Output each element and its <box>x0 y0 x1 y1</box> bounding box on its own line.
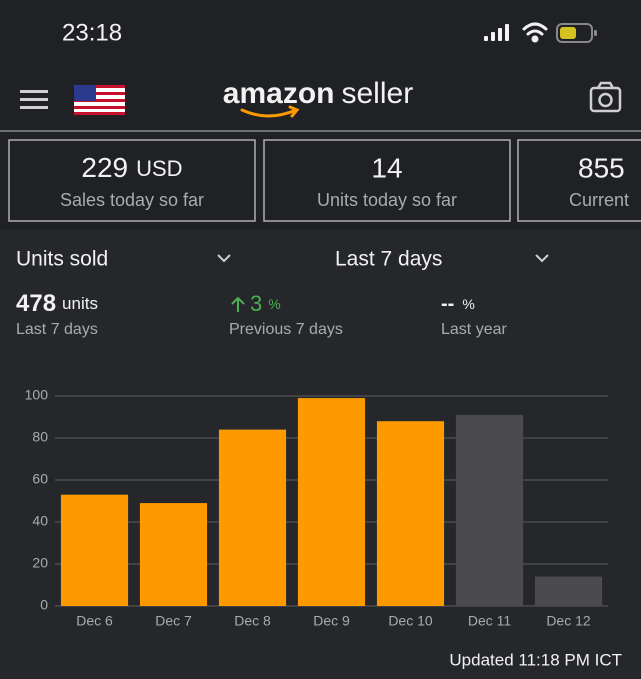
stat-label: Last year <box>441 321 507 338</box>
metric-dropdown[interactable]: Units sold <box>16 248 231 271</box>
camera-button[interactable] <box>589 81 622 113</box>
x-tick-label: Dec 6 <box>76 613 113 629</box>
period-dropdown[interactable]: Last 7 days <box>335 248 549 271</box>
y-tick-label: 100 <box>25 387 49 403</box>
stat-label: Previous 7 days <box>229 321 343 338</box>
x-tick-label: Dec 11 <box>468 613 512 629</box>
stat-value: --% <box>441 293 475 315</box>
stat-number: 3 <box>250 291 262 316</box>
wifi-icon <box>522 22 548 43</box>
y-tick-label: 80 <box>32 429 48 445</box>
stat-unit: % <box>462 296 474 312</box>
x-tick-label: Dec 10 <box>388 613 433 629</box>
card-number: 855 <box>578 152 625 183</box>
stat-number: 478 <box>16 290 56 317</box>
bar-chart: 0 20 40 60 80 100 Dec 6 Dec 7 Dec 8 Dec 9 Dec 10 De… <box>25 387 608 629</box>
card-label: Units today so far <box>317 190 457 210</box>
chevron <box>217 254 231 263</box>
logo-brand: amazon <box>223 77 335 110</box>
x-tick-label: Dec 8 <box>234 613 271 629</box>
bar <box>60 494 129 606</box>
card-label: Sales today so far <box>60 190 204 210</box>
card[interactable]: 855 Current <box>517 139 641 222</box>
y-tick-label: 40 <box>32 513 48 529</box>
flag-button[interactable] <box>74 85 125 115</box>
bar <box>455 414 524 606</box>
period-label: Last 7 days <box>335 248 442 271</box>
x-tick-label: Dec 9 <box>313 613 350 629</box>
stat-value: 3% <box>250 291 281 316</box>
stat-number: -- <box>441 293 454 315</box>
updated-label: Updated 11:18 PM ICT <box>449 650 622 669</box>
card-number: 229 <box>81 152 128 183</box>
bar <box>297 398 366 606</box>
x-tick-label: Dec 7 <box>155 613 192 629</box>
metric-label: Units sold <box>16 248 108 271</box>
bar <box>218 429 287 606</box>
card-value: 229 USD <box>81 152 182 183</box>
logo-product: seller <box>342 77 414 110</box>
stat-unit: % <box>268 296 280 312</box>
card-unit: USD <box>136 156 182 181</box>
bar <box>376 421 445 606</box>
bar <box>139 503 208 606</box>
up-arrow <box>231 296 245 312</box>
x-tick-label: Dec 12 <box>546 613 591 629</box>
bar <box>534 576 603 606</box>
signal-icon <box>484 24 509 41</box>
stat-label: Last 7 days <box>16 321 98 338</box>
battery-icon <box>556 23 597 43</box>
y-tick-label: 0 <box>40 597 48 613</box>
status-time: 23:18 <box>62 19 122 46</box>
chevron <box>535 254 549 263</box>
logo-smile <box>240 105 300 118</box>
stat-value: 478 units <box>16 290 98 317</box>
menu-button[interactable] <box>20 90 48 109</box>
card-label: Current <box>569 190 629 210</box>
card[interactable]: 14 Units today so far <box>263 139 511 222</box>
stat-unit: units <box>62 294 98 313</box>
logo: amazon seller <box>223 77 413 110</box>
y-tick-label: 60 <box>32 471 48 487</box>
card[interactable]: 229 USD Sales today so far <box>8 139 256 222</box>
y-tick-label: 20 <box>32 555 48 571</box>
card-number: 14 <box>371 152 402 183</box>
